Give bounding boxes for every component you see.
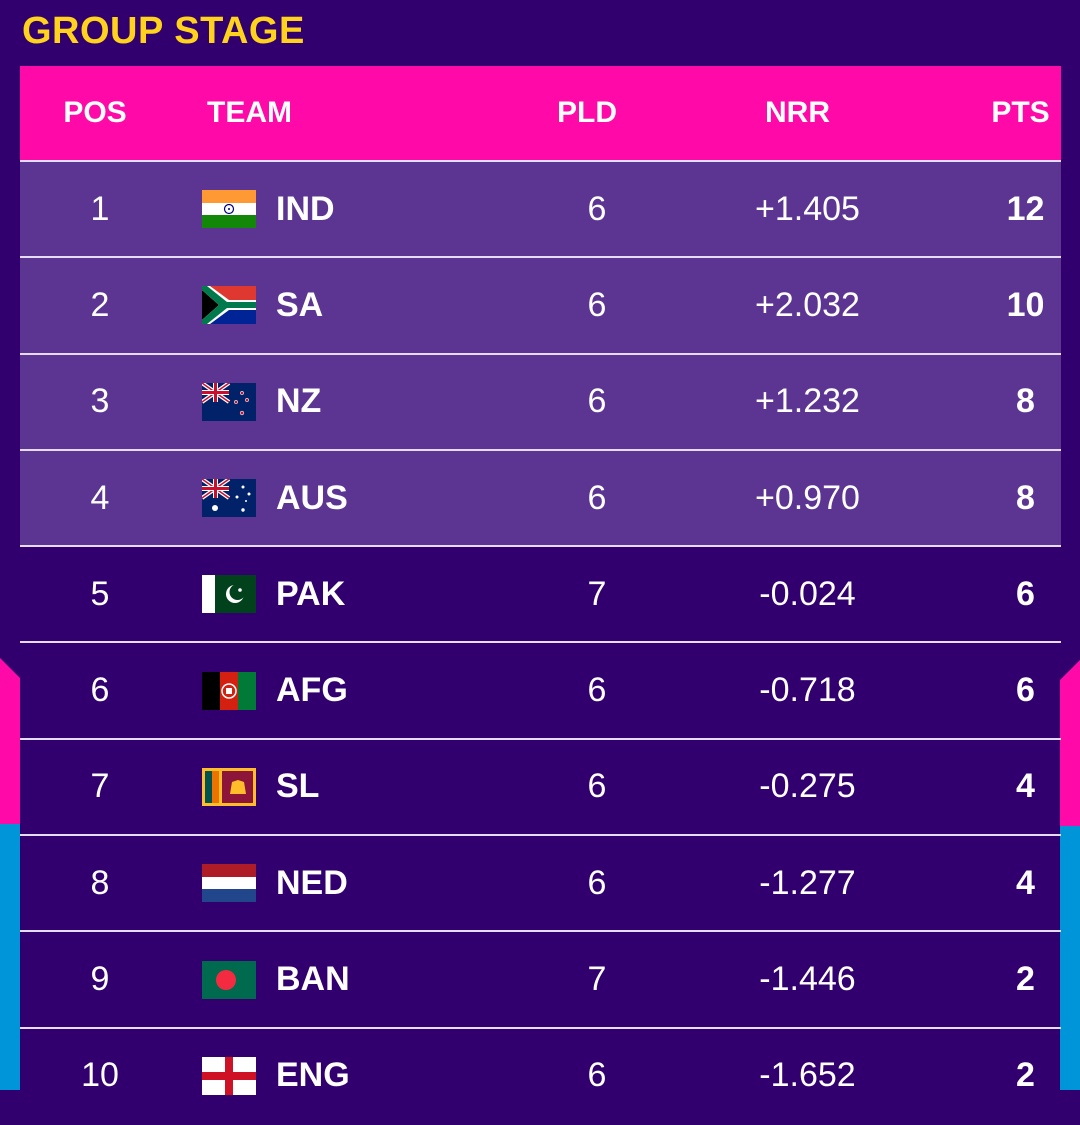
- row-pld: 6: [587, 863, 607, 902]
- row-team: PAK: [180, 575, 510, 614]
- row-team: SA: [180, 286, 510, 325]
- team-name: AUS: [276, 478, 348, 517]
- header-nrr[interactable]: NRR: [765, 96, 830, 129]
- row-team: SL: [180, 767, 510, 806]
- row-pts: 4: [1016, 767, 1035, 806]
- row-team: IND: [180, 190, 510, 229]
- row-nrr: -1.652: [759, 1056, 856, 1095]
- table-row[interactable]: 4 AUS 6 +0.970 8: [20, 448, 1061, 546]
- decor-left-blue: [0, 824, 20, 1090]
- row-team: AFG: [180, 671, 510, 710]
- australia-flag-icon: [200, 477, 256, 518]
- row-pts: 6: [1016, 671, 1035, 710]
- row-pld: 7: [587, 574, 607, 613]
- row-pos: 9: [90, 960, 110, 999]
- row-pos: 3: [90, 382, 110, 421]
- bangladesh-flag-icon: [202, 960, 256, 999]
- table-row[interactable]: 9 BAN 7 -1.446 2: [20, 930, 1061, 1026]
- table-row[interactable]: 3 NZ 6 +1.232 8: [20, 352, 1061, 449]
- table-row[interactable]: 1 IND 6 +1.405 12: [20, 160, 1061, 257]
- team-name: SL: [276, 767, 320, 806]
- new-zealand-flag-icon: [200, 381, 256, 421]
- team-name: SA: [276, 285, 324, 324]
- page-title: GROUP STAGE: [22, 10, 305, 52]
- table-row[interactable]: 7 SL 6 -0.275 4: [20, 737, 1061, 834]
- row-pld: 6: [587, 285, 607, 324]
- table-row[interactable]: 10 ENG 6 -1.652 2: [20, 1026, 1061, 1123]
- row-pos: 6: [90, 671, 110, 710]
- team-name: NED: [276, 863, 348, 902]
- row-nrr: +1.405: [755, 189, 860, 228]
- england-flag-icon: [202, 1056, 256, 1095]
- row-pld: 6: [587, 382, 607, 421]
- header-team[interactable]: TEAM: [207, 96, 292, 129]
- row-pts: 10: [1006, 285, 1045, 324]
- row-pos: 2: [90, 285, 110, 324]
- row-nrr: -1.277: [759, 863, 856, 902]
- team-name: NZ: [276, 382, 322, 421]
- header-pts[interactable]: PTS: [991, 96, 1050, 129]
- row-pld: 6: [587, 767, 607, 806]
- team-name: ENG: [276, 1056, 350, 1095]
- row-nrr: +2.032: [755, 285, 860, 324]
- row-nrr: +0.970: [755, 478, 860, 517]
- row-nrr: +1.232: [755, 382, 860, 421]
- team-name: IND: [276, 189, 335, 228]
- row-pos: 4: [90, 478, 110, 517]
- decor-right-pink: [1060, 660, 1080, 826]
- row-pld: 6: [587, 671, 607, 710]
- row-pts: 12: [1006, 189, 1045, 228]
- row-nrr: -0.718: [759, 671, 856, 710]
- row-pos: 5: [90, 574, 110, 613]
- table-header: POS TEAM PLD NRR PTS: [20, 66, 1061, 160]
- row-nrr: -1.446: [759, 960, 856, 999]
- row-team: AUS: [180, 477, 510, 518]
- row-pts: 8: [1016, 382, 1035, 421]
- row-pld: 6: [587, 478, 607, 517]
- row-pos: 8: [90, 863, 110, 902]
- decor-left-pink: [0, 658, 20, 824]
- header-pos[interactable]: POS: [63, 96, 127, 129]
- row-pts: 2: [1016, 960, 1035, 999]
- pakistan-flag-icon: [202, 575, 256, 614]
- row-pos: 1: [90, 189, 110, 228]
- table-row[interactable]: 2 SA 6 +2.032 10: [20, 256, 1061, 353]
- decor-right-blue: [1060, 826, 1080, 1090]
- row-pld: 6: [587, 189, 607, 228]
- team-name: AFG: [276, 671, 348, 710]
- standings-table: POS TEAM PLD NRR PTS 1 IND 6 +1.405 12 2…: [20, 66, 1061, 1123]
- row-team: BAN: [180, 960, 510, 999]
- row-pts: 4: [1016, 863, 1035, 902]
- row-pts: 8: [1016, 478, 1035, 517]
- table-row[interactable]: 8 NED 6 -1.277 4: [20, 834, 1061, 930]
- sri-lanka-flag-icon: [202, 767, 256, 806]
- row-team: NED: [180, 864, 510, 903]
- netherlands-flag-icon: [202, 864, 256, 903]
- south-africa-flag-icon: [202, 286, 256, 325]
- row-pos: 7: [90, 767, 110, 806]
- row-pos: 10: [81, 1056, 119, 1095]
- team-name: BAN: [276, 960, 350, 999]
- row-pts: 2: [1016, 1056, 1035, 1095]
- row-pld: 6: [587, 1056, 607, 1095]
- row-nrr: -0.024: [759, 574, 856, 613]
- india-flag-icon: [202, 190, 256, 229]
- header-pld[interactable]: PLD: [557, 96, 617, 129]
- row-pld: 7: [587, 960, 607, 999]
- row-team: ENG: [180, 1056, 510, 1095]
- team-name: PAK: [276, 574, 346, 613]
- table-row[interactable]: 5 PAK 7 -0.024 6: [20, 545, 1061, 641]
- row-pts: 6: [1016, 574, 1035, 613]
- row-team: NZ: [180, 381, 510, 421]
- table-row[interactable]: 6 AFG 6 -0.718 6: [20, 641, 1061, 737]
- row-nrr: -0.275: [759, 767, 856, 806]
- afghanistan-flag-icon: [202, 671, 256, 710]
